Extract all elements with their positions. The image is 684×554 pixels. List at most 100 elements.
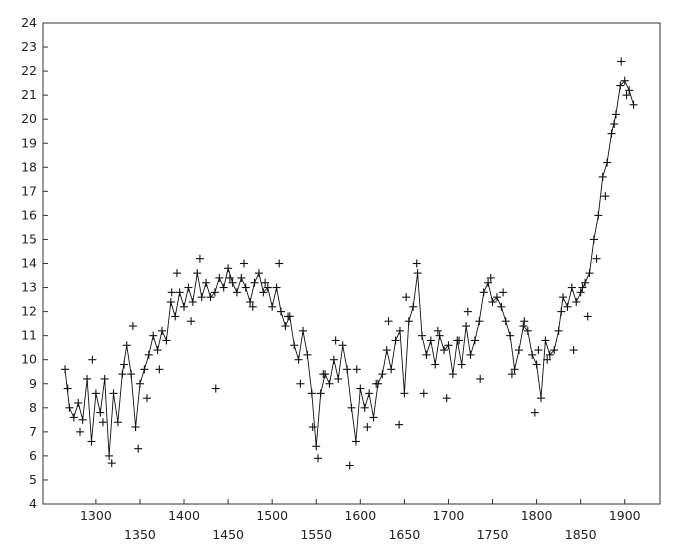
data-point-marker bbox=[78, 415, 87, 424]
data-point-marker bbox=[440, 346, 449, 355]
data-point-marker bbox=[338, 341, 347, 350]
y-tick-label: 24 bbox=[21, 15, 37, 30]
data-point-marker bbox=[382, 346, 391, 355]
data-point-marker bbox=[563, 302, 572, 311]
data-point-marker bbox=[246, 297, 255, 306]
data-point-marker bbox=[506, 331, 515, 340]
data-point-marker bbox=[611, 110, 620, 119]
data-point-marker bbox=[144, 350, 153, 359]
data-point-marker bbox=[492, 293, 501, 302]
data-point-marker bbox=[589, 235, 598, 244]
data-point-marker bbox=[143, 394, 152, 403]
data-point-marker bbox=[409, 302, 418, 311]
data-point-marker bbox=[391, 336, 400, 345]
y-tick-label: 22 bbox=[21, 63, 37, 78]
data-point-marker bbox=[572, 297, 581, 306]
data-point-marker bbox=[195, 254, 204, 263]
y-tick-label: 21 bbox=[21, 87, 37, 102]
x-tick-label: 1750 bbox=[477, 527, 509, 542]
data-point-marker bbox=[166, 297, 175, 306]
data-point-marker bbox=[263, 283, 272, 292]
data-point-marker bbox=[96, 408, 105, 417]
data-point-marker bbox=[259, 288, 268, 297]
data-point-marker bbox=[107, 459, 116, 468]
data-point-marker bbox=[345, 461, 354, 470]
data-point-marker bbox=[610, 120, 619, 129]
data-point-marker bbox=[578, 283, 587, 292]
data-point-marker bbox=[343, 365, 352, 374]
data-point-marker bbox=[419, 389, 428, 398]
data-point-marker bbox=[210, 288, 219, 297]
data-point-marker bbox=[463, 307, 472, 316]
data-point-marker bbox=[224, 264, 233, 273]
y-tick-label: 15 bbox=[21, 231, 37, 246]
data-point-marker bbox=[248, 302, 257, 311]
data-point-marker bbox=[83, 374, 92, 383]
data-point-marker bbox=[162, 336, 171, 345]
data-point-marker bbox=[118, 370, 127, 379]
data-point-marker bbox=[510, 365, 519, 374]
data-point-marker bbox=[554, 326, 563, 335]
data-point-marker bbox=[488, 297, 497, 306]
x-tick-label: 1900 bbox=[609, 508, 641, 523]
data-point-marker bbox=[276, 307, 285, 316]
y-tick-label: 23 bbox=[21, 39, 37, 54]
data-point-marker bbox=[620, 76, 629, 85]
data-point-marker bbox=[157, 326, 166, 335]
data-point-marker bbox=[155, 365, 164, 374]
data-point-marker bbox=[418, 331, 427, 340]
data-point-marker bbox=[484, 278, 493, 287]
y-tick-label: 14 bbox=[21, 256, 37, 271]
data-point-marker bbox=[360, 403, 369, 412]
data-point-marker bbox=[363, 423, 372, 432]
data-point-marker bbox=[281, 322, 290, 331]
data-point-marker bbox=[188, 297, 197, 306]
y-tick-label: 9 bbox=[29, 376, 37, 391]
data-point-marker bbox=[87, 437, 96, 446]
data-point-marker bbox=[120, 360, 129, 369]
y-tick-label: 16 bbox=[21, 207, 37, 222]
data-point-marker bbox=[557, 307, 566, 316]
data-point-marker bbox=[193, 269, 202, 278]
data-point-marker bbox=[131, 423, 140, 432]
data-point-marker bbox=[581, 278, 590, 287]
data-point-marker bbox=[378, 370, 387, 379]
x-axis: 1300 1400 1500 1600 1700 1800 1900 1350 1450 1550… bbox=[80, 499, 641, 542]
data-point-marker bbox=[585, 269, 594, 278]
y-tick-label: 18 bbox=[21, 159, 37, 174]
data-point-marker bbox=[583, 312, 592, 321]
data-point-marker bbox=[215, 273, 224, 282]
x-tick-label: 1600 bbox=[344, 508, 376, 523]
data-point-marker bbox=[387, 365, 396, 374]
data-point-marker bbox=[69, 413, 78, 422]
data-point-marker bbox=[268, 302, 277, 311]
data-point-marker bbox=[550, 346, 559, 355]
data-point-marker bbox=[433, 326, 442, 335]
data-point-marker bbox=[228, 278, 237, 287]
data-point-marker bbox=[622, 91, 631, 100]
data-point-marker bbox=[272, 283, 281, 292]
data-point-marker bbox=[250, 278, 259, 287]
data-point-marker bbox=[329, 355, 338, 364]
data-point-marker bbox=[617, 57, 626, 66]
data-point-marker bbox=[172, 269, 181, 278]
data-point-marker bbox=[457, 360, 466, 369]
data-point-marker bbox=[184, 283, 193, 292]
data-point-marker bbox=[127, 370, 136, 379]
data-point-marker bbox=[219, 283, 228, 292]
data-point-marker bbox=[352, 365, 361, 374]
data-point-marker bbox=[598, 172, 607, 181]
data-point-marker bbox=[365, 389, 374, 398]
data-point-marker bbox=[303, 350, 312, 359]
data-point-marker bbox=[175, 288, 184, 297]
data-point-marker bbox=[171, 312, 180, 321]
data-point-marker bbox=[543, 355, 552, 364]
data-point-marker bbox=[241, 283, 250, 292]
data-point-marker bbox=[507, 370, 516, 379]
y-tick-label: 12 bbox=[21, 304, 37, 319]
data-point-marker bbox=[431, 360, 440, 369]
data-point-marker bbox=[528, 350, 537, 359]
data-point-marker bbox=[448, 370, 457, 379]
data-point-marker bbox=[594, 211, 603, 220]
